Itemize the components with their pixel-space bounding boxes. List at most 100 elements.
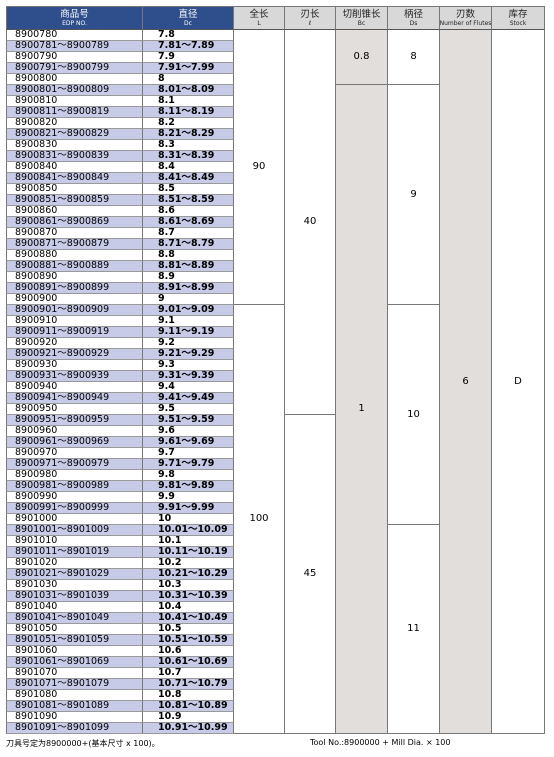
- edp-number: 8900990: [15, 492, 58, 502]
- diameter: 8.01～8.09: [158, 85, 215, 95]
- edp-cell: 8900870: [6, 228, 143, 239]
- diameter: 10.21～10.29: [158, 569, 228, 579]
- edp-number: 8900800: [15, 74, 58, 84]
- edp-cell: 8900850: [6, 184, 143, 195]
- edp-number: 8900970: [15, 448, 58, 458]
- edp-number: 8900911～8900919: [15, 327, 110, 337]
- diameter-cell: 9.91～9.99: [143, 503, 234, 514]
- edp-cell: 8901090: [6, 712, 143, 723]
- edp-cell: 8900780: [6, 30, 143, 41]
- edp-number: 8901020: [15, 558, 58, 568]
- edp-number: 8901081～8901089: [15, 701, 110, 711]
- header-cell: 库存 Stock: [492, 6, 545, 30]
- edp-cell: 8901081～8901089: [6, 701, 143, 712]
- edp-cell: 8901080: [6, 690, 143, 701]
- edp-cell: 8900910: [6, 316, 143, 327]
- diameter: 10.6: [158, 646, 182, 656]
- spec-value: 1: [358, 403, 365, 414]
- edp-number: 8901031～8901039: [15, 591, 110, 601]
- header-sub: Ds: [409, 19, 418, 27]
- edp-number: 8900821～8900829: [15, 129, 110, 139]
- diameter: 9.21～9.29: [158, 349, 215, 359]
- footer-note: 刀具号定为8900000+(基本尺寸 x 100)。: [6, 739, 160, 748]
- header-sub: L: [257, 19, 261, 27]
- spec-value: 9: [410, 188, 417, 200]
- edp-number: 8900880: [15, 250, 58, 260]
- header-title: 全长: [249, 8, 269, 20]
- edp-number: 8901080: [15, 690, 58, 700]
- edp-cell: 8901021～8901029: [6, 569, 143, 580]
- diameter-cell: 8.41～8.49: [143, 173, 234, 184]
- edp-number: 8900851～8900859: [15, 195, 110, 205]
- header-sub: Dc: [184, 19, 192, 27]
- diameter-cell: 10.61～10.69: [143, 657, 234, 668]
- edp-cell: 8900821～8900829: [6, 129, 143, 140]
- edp-cell: 8900941～8900949: [6, 393, 143, 404]
- diameter: 10.81～10.89: [158, 701, 228, 711]
- edp-cell: 8900861～8900869: [6, 217, 143, 228]
- diameter: 7.9: [158, 52, 175, 62]
- edp-cell: 8900911～8900919: [6, 327, 143, 338]
- spec-value: 0.8: [353, 51, 370, 62]
- edp-number: 8900980: [15, 470, 58, 480]
- edp-number: 8901060: [15, 646, 58, 656]
- diameter: 10.41～10.49: [158, 613, 228, 623]
- edp-cell: 8901071～8901079: [6, 679, 143, 690]
- edp-number: 8901071～8901079: [15, 679, 110, 689]
- edp-cell: 8900810: [6, 96, 143, 107]
- diameter: 10.7: [158, 668, 182, 678]
- diameter: 9.4: [158, 382, 175, 392]
- diameter-cell: 9.6: [143, 426, 234, 437]
- edp-cell: 8900980: [6, 470, 143, 481]
- diameter: 10.5: [158, 624, 182, 634]
- edp-number: 8900860: [15, 206, 58, 216]
- diameter: 9: [158, 294, 165, 304]
- edp-number: 8901061～8901069: [15, 657, 110, 667]
- diameter: 8.5: [158, 184, 175, 194]
- diameter-cell: 10.3: [143, 580, 234, 591]
- edp-cell: 8900880: [6, 250, 143, 261]
- header-cell: 商品号 EDP NO.: [6, 6, 143, 30]
- diameter-cell: 10.11～10.19: [143, 547, 234, 558]
- edp-cell: 8900971～8900979: [6, 459, 143, 470]
- edp-number: 8900971～8900979: [15, 459, 110, 469]
- diameter-cell: 10.51～10.59: [143, 635, 234, 646]
- edp-cell: 8901040: [6, 602, 143, 613]
- edp-cell: 8900820: [6, 118, 143, 129]
- header-cell: 全长 L: [234, 6, 285, 30]
- diameter-cell: 8: [143, 74, 234, 85]
- diameter: 9.91～9.99: [158, 503, 215, 513]
- edp-number: 8900801～8900809: [15, 85, 110, 95]
- diameter: 8.7: [158, 228, 175, 238]
- diameter: 10.4: [158, 602, 182, 612]
- spec-value: 90: [252, 161, 266, 172]
- diameter: 9.6: [158, 426, 175, 436]
- spec-value: 45: [303, 568, 317, 579]
- diameter: 8.51～8.59: [158, 195, 215, 205]
- edp-number: 8900840: [15, 162, 58, 172]
- diameter: 8.41～8.49: [158, 173, 215, 183]
- diameter-cell: 10.6: [143, 646, 234, 657]
- diameter: 7.81～7.89: [158, 41, 215, 51]
- edp-cell: 8900950: [6, 404, 143, 415]
- header-sub: Bc: [357, 19, 366, 27]
- edp-number: 8901030: [15, 580, 58, 590]
- edp-number: 8900781～8900789: [15, 41, 110, 51]
- edp-number: 8900780: [15, 30, 58, 40]
- edp-cell: 8901000: [6, 514, 143, 525]
- diameter: 9.7: [158, 448, 175, 458]
- diameter-cell: 7.8: [143, 30, 234, 41]
- diameter-cell: 9.41～9.49: [143, 393, 234, 404]
- diameter-cell: 10.2: [143, 558, 234, 569]
- diameter: 10: [158, 514, 172, 524]
- edp-number: 8900831～8900839: [15, 151, 110, 161]
- diameter-cell: 9.8: [143, 470, 234, 481]
- diameter: 8.8: [158, 250, 175, 260]
- merged-cell: 100: [234, 305, 285, 734]
- edp-cell: 8901001～8901009: [6, 525, 143, 536]
- diameter-cell: 10.71～10.79: [143, 679, 234, 690]
- edp-number: 8900810: [15, 96, 58, 106]
- diameter: 7.91～7.99: [158, 63, 215, 73]
- diameter-cell: 10.8: [143, 690, 234, 701]
